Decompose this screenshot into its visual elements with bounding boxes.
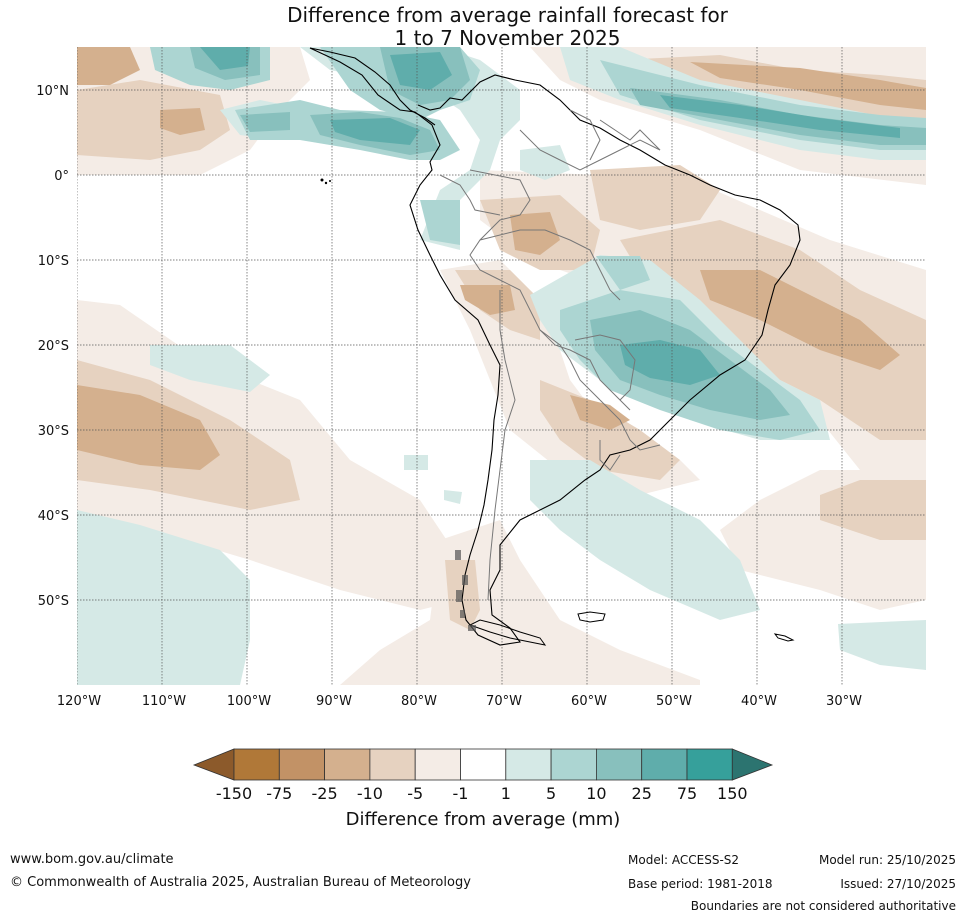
colorbar-segment: [369, 748, 416, 781]
lon-label: 50°W: [656, 694, 692, 709]
colorbar-segment: [324, 748, 371, 781]
title-line-2: 1 to 7 November 2025: [394, 26, 621, 50]
lon-label: 100°W: [227, 694, 271, 709]
central-america-coastline: [309, 47, 436, 126]
colorbar-segment: [233, 748, 280, 781]
colorbar-tick-labels: -150 -75 -25 -10 -5 -1 1 5 10 25 75 150: [216, 784, 748, 803]
tierra-del-fuego: [468, 619, 547, 646]
lat-label: 0°: [54, 169, 69, 184]
colorbar-segment: [460, 748, 507, 781]
issued-date: Issued: 27/10/2025: [840, 877, 956, 891]
colorbar-tick: -25: [312, 784, 338, 803]
colorbar-segment: [505, 748, 552, 781]
longitude-labels: 120°W 110°W 100°W 90°W 80°W 70°W 60°W 50…: [57, 694, 862, 709]
lat-label: 10°N: [36, 84, 69, 99]
title-line-1: Difference from average rainfall forecas…: [287, 3, 728, 27]
lon-label: 120°W: [57, 694, 101, 709]
colorbar-segment: [686, 748, 733, 781]
lat-label: 40°S: [38, 509, 69, 524]
colorbar-tick: 10: [586, 784, 606, 803]
lat-label: 10°S: [38, 254, 69, 269]
colorbar-tick: -150: [216, 784, 252, 803]
south-america-coastline: [309, 47, 801, 646]
anomaly-band-plus-25: [200, 47, 900, 385]
south-georgia: [773, 633, 795, 642]
base-period: Base period: 1981-2018: [628, 877, 773, 891]
colorbar: -150 -75 -25 -10 -5 -1 1 5 10 25 75 150 …: [192, 748, 774, 830]
anomaly-field: [77, 47, 926, 685]
colorbar-tick: 75: [677, 784, 697, 803]
lon-label: 70°W: [486, 694, 522, 709]
colorbar-tick: -5: [407, 784, 423, 803]
colorbar-label: Difference from average (mm): [346, 809, 621, 830]
lon-label: 60°W: [571, 694, 607, 709]
chile-archipelago: [455, 550, 476, 631]
lon-label: 30°W: [826, 694, 862, 709]
model-run: Model run: 25/10/2025: [818, 853, 956, 867]
colorbar-extend-low: [192, 748, 235, 781]
galapagos-islands: [320, 178, 331, 185]
colorbar-tick: 5: [546, 784, 556, 803]
latitude-labels: 10°N 0° 10°S 20°S 30°S 40°S 50°S: [36, 84, 69, 609]
colorbar-segment: [414, 748, 461, 781]
model-name: Model: ACCESS-S2: [628, 853, 740, 867]
lon-label: 90°W: [316, 694, 352, 709]
disclaimer: Boundaries are not considered authoritat…: [690, 899, 956, 913]
country-borders: [439, 109, 661, 601]
colorbar-tick: -75: [266, 784, 292, 803]
lat-label: 50°S: [38, 594, 69, 609]
lon-label: 80°W: [401, 694, 437, 709]
colorbar-tick: 1: [501, 784, 511, 803]
colorbar-segment: [596, 748, 643, 781]
colorbar-tick: -1: [453, 784, 469, 803]
map-title: Difference from average rainfall forecas…: [0, 4, 965, 50]
lat-label: 30°S: [38, 424, 69, 439]
lon-label: 40°W: [741, 694, 777, 709]
website-link[interactable]: www.bom.gov.au/climate: [10, 852, 174, 867]
colorbar-segment: [550, 748, 597, 781]
colorbar-tick: 25: [632, 784, 652, 803]
colorbar-extend-high: [731, 748, 774, 781]
falkland-islands: [577, 611, 606, 623]
colorbar-tick: -10: [357, 784, 383, 803]
colorbar-segment: [278, 748, 325, 781]
colorbar-tick: 150: [717, 784, 748, 803]
lon-label: 110°W: [142, 694, 186, 709]
copyright-text: © Commonwealth of Australia 2025, Austra…: [10, 875, 471, 890]
lat-label: 20°S: [38, 339, 69, 354]
anomaly-band-minus-10: [77, 47, 926, 470]
colorbar-segment: [641, 748, 688, 781]
graticule: [77, 47, 926, 685]
